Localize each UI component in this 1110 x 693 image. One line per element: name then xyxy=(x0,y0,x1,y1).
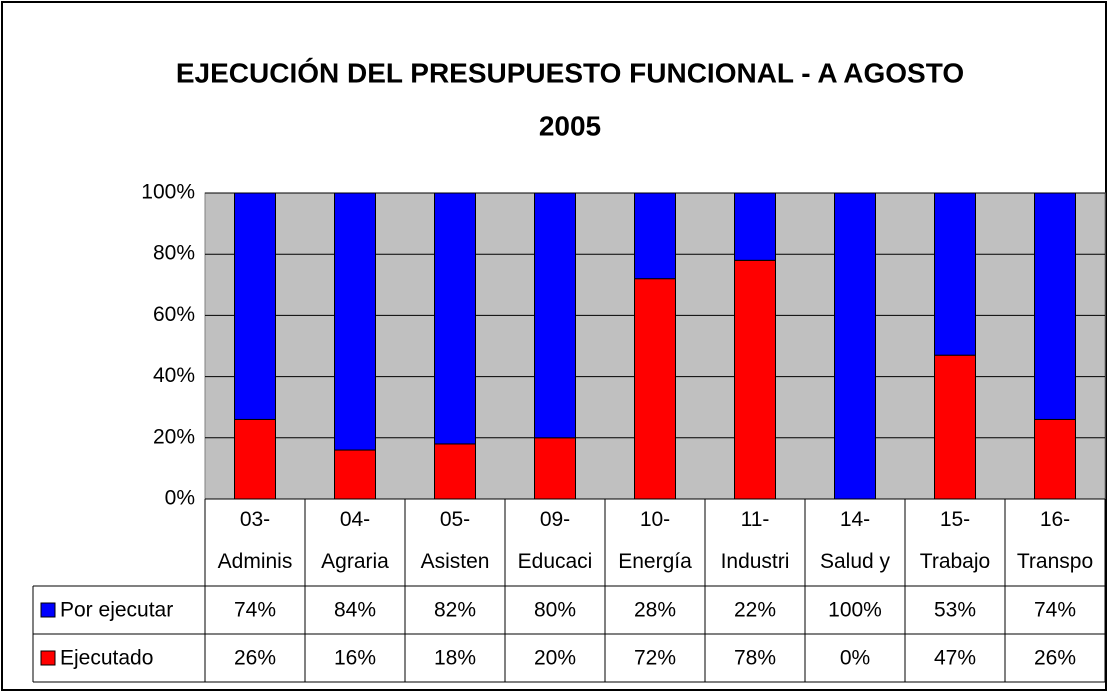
table-value: 16% xyxy=(334,647,376,670)
y-tick-label: 40% xyxy=(153,364,195,387)
bar xyxy=(434,443,476,500)
x-tick-label: 14-Salud y xyxy=(820,508,891,573)
table-value: 72% xyxy=(634,647,676,670)
x-tick-label: 05-Asisten xyxy=(421,508,490,573)
table-value: 74% xyxy=(234,599,276,622)
table-value: 18% xyxy=(434,647,476,670)
bar xyxy=(534,192,576,439)
x-tick-label: 09-Educaci xyxy=(518,508,593,573)
bar xyxy=(634,278,676,500)
bar xyxy=(534,437,576,500)
bar xyxy=(334,192,376,451)
bar xyxy=(234,192,276,420)
y-tick-label: 80% xyxy=(153,242,195,265)
legend-label: Ejecutado xyxy=(60,647,153,670)
table-value: 82% xyxy=(434,599,476,622)
x-tick-label: 03-Adminis xyxy=(218,508,293,573)
table-value: 26% xyxy=(1034,647,1076,670)
table-value: 26% xyxy=(234,647,276,670)
x-tick-label: 04-Agraria xyxy=(321,508,389,573)
y-tick-label: 100% xyxy=(141,181,195,204)
table-value: 84% xyxy=(334,599,376,622)
x-tick-label: 10-Energía xyxy=(618,508,692,573)
table-value: 20% xyxy=(534,647,576,670)
y-tick-label: 60% xyxy=(153,303,195,326)
table-value: 100% xyxy=(828,599,882,622)
legend-key xyxy=(40,650,56,666)
x-tick-label: 16-Transpo xyxy=(1017,508,1093,573)
x-tick-label: 11-Industri xyxy=(721,508,790,573)
y-tick-label: 20% xyxy=(153,425,195,448)
bar xyxy=(934,192,976,356)
bar xyxy=(734,192,776,261)
y-tick-label: 0% xyxy=(165,487,195,510)
table-value: 0% xyxy=(840,647,870,670)
table-value: 80% xyxy=(534,599,576,622)
bar xyxy=(634,192,676,280)
table-value: 47% xyxy=(934,647,976,670)
table-value: 78% xyxy=(734,647,776,670)
bar xyxy=(434,192,476,445)
legend-label: Por ejecutar xyxy=(60,599,173,622)
table-value: 22% xyxy=(734,599,776,622)
table-value: 74% xyxy=(1034,599,1076,622)
bar xyxy=(234,418,276,500)
x-tick-label: 15-Trabajo xyxy=(920,508,990,573)
table-value: 28% xyxy=(634,599,676,622)
bar xyxy=(1034,418,1076,500)
bar xyxy=(934,354,976,500)
table-value: 53% xyxy=(934,599,976,622)
chart-title: EJECUCIÓN DEL PRESUPUESTO FUNCIONAL - A … xyxy=(176,57,964,88)
bar xyxy=(734,259,776,500)
bar xyxy=(1034,192,1076,420)
bar xyxy=(834,192,876,500)
chart-subtitle: 2005 xyxy=(539,110,601,141)
legend-key xyxy=(40,602,56,618)
bar xyxy=(334,449,376,500)
